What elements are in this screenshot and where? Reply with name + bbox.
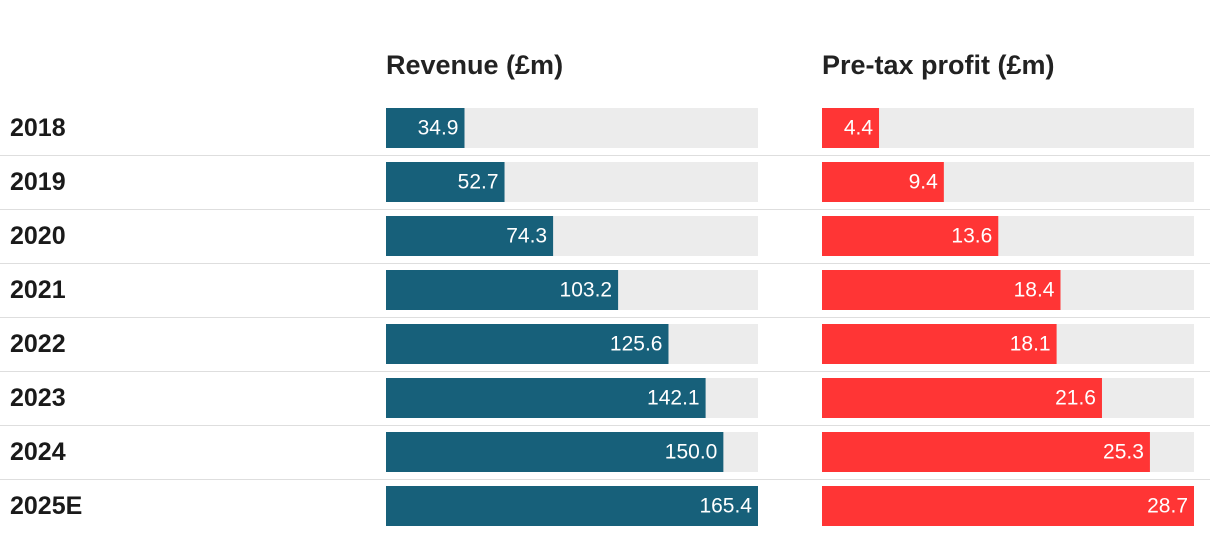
revenue-value-label: 34.9 <box>418 117 459 140</box>
revenue-value-label: 74.3 <box>506 225 547 248</box>
year-label: 2020 <box>10 222 66 250</box>
revenue-bar <box>386 432 724 472</box>
profit-value-label: 21.6 <box>1055 387 1096 410</box>
revenue-value-label: 125.6 <box>610 333 663 356</box>
revenue-bar <box>386 162 505 202</box>
profit-value-label: 28.7 <box>1147 495 1188 518</box>
category-labels: 2018 2019 2020 2021 2022 2023 2024 2025E <box>10 114 82 520</box>
row-dividers <box>0 155 1210 480</box>
year-label: 2018 <box>10 114 66 142</box>
profit-bar <box>822 432 1150 472</box>
profit-value-label: 4.4 <box>844 117 874 140</box>
revenue-bar <box>386 378 706 418</box>
profit-bar <box>822 324 1057 364</box>
revenue-bar <box>386 324 669 364</box>
profit-value-label: 18.4 <box>1014 279 1055 302</box>
profit-value-label: 18.1 <box>1010 333 1051 356</box>
profit-panel: 4.4 9.4 13.6 18.4 18.1 21.6 25.3 28.7 <box>822 108 1194 526</box>
revenue-bar <box>386 270 619 310</box>
profit-bar <box>822 486 1194 526</box>
year-label: 2019 <box>10 168 66 196</box>
profit-bar <box>822 270 1061 310</box>
profit-bar <box>822 162 944 202</box>
year-label: 2023 <box>10 384 66 412</box>
year-label: 2022 <box>10 330 66 358</box>
profit-value-label: 25.3 <box>1103 441 1144 464</box>
year-label: 2025E <box>10 492 82 520</box>
revenue-value-label: 103.2 <box>560 279 613 302</box>
revenue-value-label: 52.7 <box>458 171 499 194</box>
revenue-bar <box>386 108 465 148</box>
revenue-header: Revenue (£m) <box>386 50 563 80</box>
year-label: 2024 <box>10 438 66 466</box>
bar-panels: 34.9 52.7 74.3 103.2 125.6 142.1 150.0 165.4 4.4… <box>386 108 1194 526</box>
profit-value-label: 9.4 <box>909 171 939 194</box>
revenue-value-label: 165.4 <box>699 495 752 518</box>
column-headers: Revenue (£m) Pre-tax profit (£m) <box>386 50 1055 80</box>
profit-header: Pre-tax profit (£m) <box>822 50 1055 80</box>
year-label: 2021 <box>10 276 66 304</box>
profit-bar <box>822 108 880 148</box>
profit-bar <box>822 216 999 256</box>
profit-bar <box>822 378 1102 418</box>
revenue-value-label: 142.1 <box>647 387 700 410</box>
bar-track <box>822 108 1194 148</box>
revenue-panel: 34.9 52.7 74.3 103.2 125.6 142.1 150.0 165.4 <box>386 108 758 526</box>
revenue-value-label: 150.0 <box>665 441 718 464</box>
revenue-bar <box>386 216 554 256</box>
revenue-bar <box>386 486 758 526</box>
profit-value-label: 13.6 <box>951 225 992 248</box>
